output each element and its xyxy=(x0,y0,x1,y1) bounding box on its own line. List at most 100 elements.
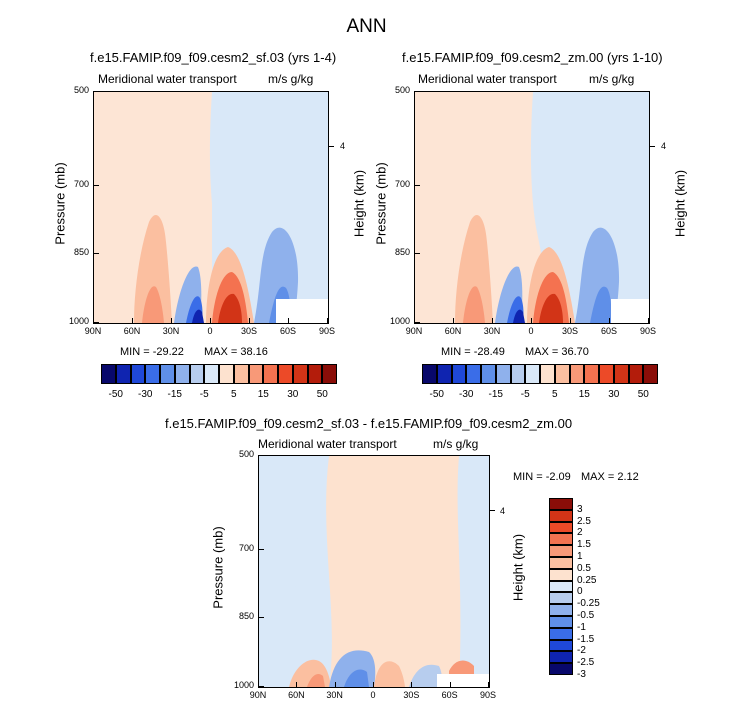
panel3-ytick-label: 1000 xyxy=(233,680,254,690)
panel2-colorbar-swatch xyxy=(436,364,452,384)
panel2-colorbar-label: 30 xyxy=(608,389,620,400)
panel2-xtick-mark xyxy=(531,318,532,323)
panel3-xtick-label: 90N xyxy=(249,690,267,700)
panel2-colorbar-label: -5 xyxy=(520,389,530,400)
panel2-band-pos-subtropics-inner xyxy=(463,286,485,323)
panel2-colorbar-swatch xyxy=(451,364,467,384)
panel2-ytick-mark xyxy=(415,91,420,92)
panel2-plot xyxy=(414,91,650,324)
panel1-right-tick-mark xyxy=(329,146,334,147)
panel2-min-label: MIN = -28.49 xyxy=(441,346,505,358)
panel1-xtick-label: 30S xyxy=(240,326,257,336)
panel3-colorbar-swatch xyxy=(549,521,573,534)
panel3-ytick-mark xyxy=(259,455,264,456)
panel1-colorbar-label: -15 xyxy=(167,389,182,400)
panel2-xtick-mark xyxy=(648,318,649,323)
panel1-xtick-label: 90N xyxy=(84,326,102,336)
panel2-colorbar-label: -15 xyxy=(488,389,503,400)
panel1-colorbar-label: -30 xyxy=(138,389,153,400)
panel3-colorbar-swatch xyxy=(549,604,573,616)
panel1-ytick-label: 500 xyxy=(73,85,89,95)
panel2-colorbar-label: 5 xyxy=(551,389,558,400)
panel2-colorbar-label: -50 xyxy=(429,389,444,400)
panel3-xtick-mark xyxy=(373,682,374,687)
panel2-colorbar-swatch xyxy=(569,364,585,384)
panel2-right-tick-mark xyxy=(650,146,655,147)
panel3-xtick-mark xyxy=(334,682,336,687)
panel1-max-label: MAX = 38.16 xyxy=(204,346,268,358)
panel3-colorbar-swatch xyxy=(549,568,573,581)
panel2-variable: Meridional water transport xyxy=(418,72,557,86)
panel2-colorbar-swatch xyxy=(613,364,629,384)
panel3-colorbar-label: 1 xyxy=(577,551,583,562)
panel3-contours xyxy=(259,456,489,687)
panel2-max-label: MAX = 36.70 xyxy=(525,346,589,358)
panel3-ytick-mark xyxy=(259,548,264,550)
panel3-colorbar-swatch xyxy=(549,509,573,522)
panel1-colorbar-swatch xyxy=(248,364,264,384)
panel1-colorbar-label: 5 xyxy=(230,389,237,400)
panel1-colorbar-label: -50 xyxy=(108,389,123,400)
panel3-ytick-label: 700 xyxy=(238,542,254,553)
panel3-plot xyxy=(258,455,490,688)
panel3-title: f.e15.FAMIP.f09_f09.cesm2_sf.03 - f.e15.… xyxy=(165,416,573,431)
panel3-fill-neg-north xyxy=(259,456,301,687)
panel1-xtick-mark xyxy=(132,318,133,323)
panel2-xtick-label: 90N xyxy=(405,326,423,336)
panel3-ytick-label: 850 xyxy=(238,610,254,621)
panel1-colorbar-swatch xyxy=(101,364,116,384)
panel1-xtick-mark xyxy=(249,318,250,323)
panel3-colorbar-label: -2 xyxy=(577,645,586,657)
panel2-ylabel: Pressure (mb) xyxy=(373,162,389,245)
panel2-colorbar-swatch xyxy=(525,364,540,384)
panel3-units: m/s g/kg xyxy=(433,437,479,451)
panel2-colorbar-swatch xyxy=(643,364,658,384)
panel2-colorbar-label: -30 xyxy=(459,389,474,400)
panel2-xtick-mark xyxy=(414,318,415,323)
panel3-ytick-mark xyxy=(259,686,264,687)
panel2-xtick-label: 90S xyxy=(639,326,656,336)
panel3-xtick-mark xyxy=(488,682,489,687)
panel3-xtick-label: 60S xyxy=(441,690,458,700)
panel3-ylabel-right: Height (km) xyxy=(510,533,526,602)
panel3-xtick-mark xyxy=(449,682,451,687)
panel1-ytick-mark xyxy=(94,184,99,186)
panel3-colorbar-label: 0.25 xyxy=(577,574,597,586)
page-title: ANN xyxy=(346,16,387,37)
panel1-band-pos-equator-core xyxy=(218,293,242,323)
panel1-ytick-label: 850 xyxy=(73,246,89,257)
panel1-ytick-label: 1000 xyxy=(68,316,89,326)
panel1-ytick-mark xyxy=(94,91,99,92)
panel2-colorbar-swatch xyxy=(540,364,555,384)
panel3-colorbar-label: -0.5 xyxy=(577,610,595,621)
panel1-units: m/s g/kg xyxy=(268,72,314,86)
panel3-band-neg-30n-inner xyxy=(344,669,369,687)
panel1-colorbar-swatch xyxy=(307,364,323,384)
panel2-ylabel-right: Height (km) xyxy=(672,169,688,238)
panel1-min-label: MIN = -29.22 xyxy=(120,346,184,358)
panel3-xtick-label: 30S xyxy=(403,690,420,700)
panel3-min-label: MIN = -2.09 xyxy=(513,471,571,483)
panel2-xtick-label: 30N xyxy=(483,326,501,336)
panel3-colorbar-label: 3 xyxy=(577,503,583,515)
panel3-xtick-mark xyxy=(411,682,413,687)
panel1-ytick-mark xyxy=(94,252,99,254)
panel3-xtick-label: 0 xyxy=(370,690,376,700)
panel2-ytick-mark xyxy=(415,322,420,323)
panel1-xtick-mark xyxy=(210,318,211,323)
panel3-colorbar-swatch xyxy=(549,639,573,652)
panel3-xtick-label: 60N xyxy=(288,690,305,700)
panel3-colorbar-swatch xyxy=(549,580,573,593)
panel3-colorbar-label: -1 xyxy=(577,621,586,633)
panel1-colorbar-label: -5 xyxy=(199,389,209,400)
panel3-right-tick-label: 4 xyxy=(500,506,506,516)
panel1-colorbar-swatch xyxy=(278,364,293,384)
panel1-xtick-mark xyxy=(171,318,172,323)
panel3-max-label: MAX = 2.12 xyxy=(581,471,639,483)
panel1-colorbar-label: 15 xyxy=(257,389,269,400)
panel2-xtick-mark xyxy=(609,318,610,323)
panel1-colorbar-swatch xyxy=(219,364,234,384)
panel3-band-pos-60n-inner xyxy=(307,674,325,687)
panel2-colorbar-swatch xyxy=(554,364,570,384)
panel3-band-pos-equator xyxy=(374,661,405,687)
